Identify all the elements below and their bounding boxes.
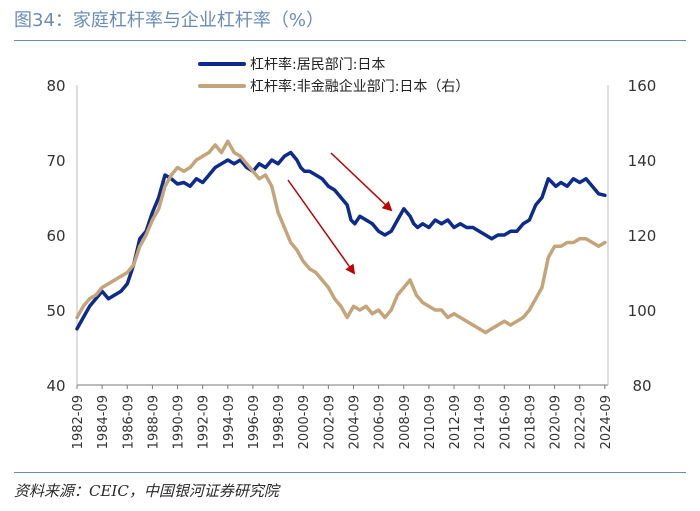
figure-title: 图34：家庭杠杆率与企业杠杆率（%） [14,10,325,31]
x-tick-label: 1990-09 [172,395,187,449]
x-tick-label: 2002-09 [322,395,337,449]
x-tick-label: 2010-09 [423,395,438,449]
x-tick-label: 1994-09 [222,395,237,449]
x-tick-label: 2006-09 [373,395,388,449]
x-tick-label: 1986-09 [121,395,136,449]
y-right-tick-label: 160 [628,77,657,95]
x-tick-label: 1982-09 [71,395,86,449]
x-tick-label: 1996-09 [247,395,262,449]
x-tick-label: 2014-09 [473,395,488,449]
trend-arrow-household [330,152,393,212]
x-tick-label: 2004-09 [347,395,362,449]
x-tick-label: 1984-09 [96,395,111,449]
x-tick-label: 2024-09 [599,395,614,449]
corporate-leverage-line [75,139,607,335]
y-left-tick-label: 60 [46,227,65,245]
y-left-tick-label: 80 [46,77,65,95]
source-divider [14,472,686,473]
x-tick-label: 2018-09 [523,395,538,449]
x-tick-label: 2012-09 [448,395,463,449]
trend-arrow-corporate [287,179,356,275]
y-left-tick-label: 50 [46,302,65,320]
legend-label: 杠杆率:非金融企业部门:日本（右） [250,78,469,95]
x-tick-label: 2020-09 [549,395,564,449]
x-tick-label: 1998-09 [272,395,287,449]
x-tick-label: 2000-09 [297,395,312,449]
y-right-tick-label: 120 [628,227,657,245]
title-divider [14,40,686,41]
y-right-tick-label: 140 [628,152,657,170]
y-right-tick-label: 80 [632,377,651,395]
x-tick-label: 1988-09 [146,395,161,449]
x-tick-label: 2008-09 [398,395,413,449]
x-tick-label: 2022-09 [574,395,589,449]
y-left-tick-label: 70 [46,152,65,170]
x-tick-label: 2016-09 [498,395,513,449]
x-tick-label: 1992-09 [197,395,212,449]
household-leverage-line [75,150,607,331]
source-note: 资料来源：CEIC，中国银河证券研究院 [14,482,279,500]
y-right-tick-label: 100 [628,302,657,320]
legend-label: 杠杆率:居民部门:日本 [250,56,385,73]
y-left-tick-label: 40 [46,377,65,395]
